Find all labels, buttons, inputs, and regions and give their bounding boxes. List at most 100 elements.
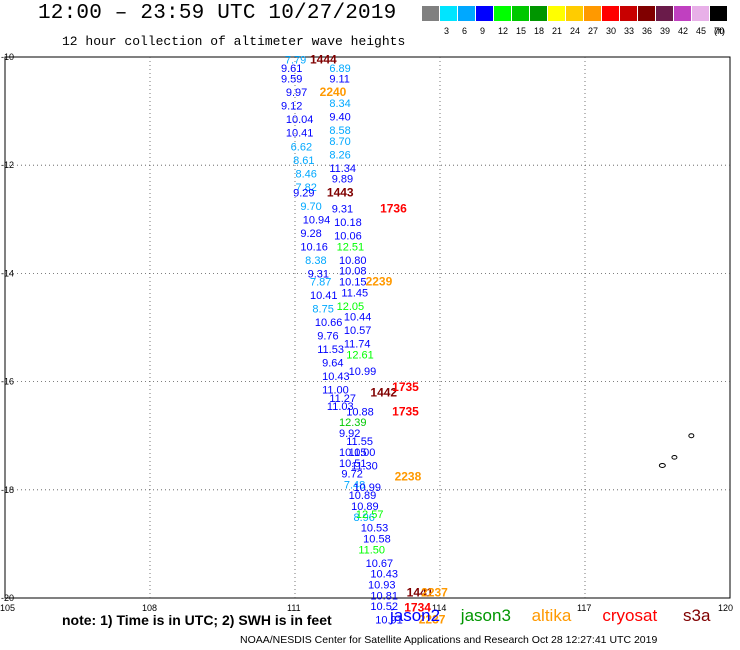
satellite-label-cryosat: cryosat (602, 606, 658, 625)
legend-swatch (512, 6, 529, 21)
lon-tick-label: 105 (0, 603, 15, 613)
pass-time-label: 1735 (392, 404, 419, 418)
legend-swatch (548, 6, 565, 21)
wave-height-label: 8.70 (329, 136, 350, 148)
wave-height-label: 9.29 (293, 187, 314, 199)
wave-height-label: 9.11 (329, 74, 350, 86)
wave-height-label: 11.45 (341, 287, 368, 299)
legend-label: 36 (642, 26, 653, 36)
wave-height-label: 10.43 (322, 371, 350, 383)
pass-time-label: 1441 (407, 586, 434, 600)
legend-label: 42 (678, 26, 689, 36)
lat-tick-label: -14 (1, 268, 14, 278)
wave-height-label: 10.88 (346, 406, 374, 418)
wave-height-label: 8.26 (329, 149, 350, 161)
wave-height-label: 10.05 (339, 447, 367, 459)
legend-label: 3 (444, 26, 450, 36)
wave-height-label: 11.74 (344, 339, 371, 351)
pass-time-label: 2238 (395, 469, 422, 483)
wave-height-label: 10.66 (315, 317, 343, 329)
wave-height-label: 10.16 (300, 241, 328, 253)
island-shape (688, 433, 695, 439)
pass-time-label: 1443 (327, 185, 354, 199)
wave-height-label: 9.64 (322, 358, 343, 370)
lon-tick-label: 120 (718, 603, 733, 613)
legend-swatch (476, 6, 493, 21)
wave-height-label: 7.82 (296, 182, 317, 194)
legend-label: 27 (588, 26, 599, 36)
wave-height-label: 10.89 (351, 501, 379, 513)
pass-time-label: 2240 (320, 85, 347, 99)
pass-time-label: 1736 (380, 201, 407, 215)
wave-height-label: 9.89 (332, 174, 353, 186)
lat-lon-grid (4, 56, 731, 599)
island-shape (671, 455, 678, 460)
wave-height-label: 7.48 (344, 479, 365, 491)
wave-height-label: 11.53 (317, 344, 344, 356)
lon-tick-label: 108 (142, 603, 157, 613)
lat-tick-label: -10 (1, 52, 14, 62)
satellite-label-s3a: s3a (683, 606, 711, 625)
map-title: 12:00 – 23:59 UTC 10/27/2019 (38, 2, 397, 25)
legend-label: 33 (624, 26, 635, 36)
pass-time-label: 2239 (366, 275, 393, 289)
wave-height-label: 8.96 (354, 512, 375, 524)
wave-height-label: 10.04 (286, 114, 314, 126)
wave-height-label: 10.41 (286, 128, 314, 140)
legend-label: 70 (714, 26, 725, 36)
legend-swatch (530, 6, 547, 21)
wave-height-label: 11.55 (346, 436, 373, 448)
legend-swatch (494, 6, 511, 21)
wave-height-label: 9.31 (308, 268, 329, 280)
wave-height-label: 9.31 (332, 203, 353, 215)
wave-height-label: 12.61 (346, 350, 374, 362)
wave-height-label: 7.87 (310, 277, 331, 289)
wave-height-label: 10.53 (361, 523, 389, 535)
wave-height-label: 8.75 (312, 304, 333, 316)
wave-height-label: 10.94 (303, 214, 331, 226)
credit-line: NOAA/NESDIS Center for Satellite Applica… (240, 634, 658, 646)
wave-height-label: 9.59 (281, 74, 302, 86)
island-shape (658, 462, 666, 468)
wave-height-label: 10.08 (339, 266, 367, 278)
satellite-label-jason3: jason3 (460, 606, 511, 625)
legend-label: 21 (552, 26, 563, 36)
wave-height-label: 9.76 (317, 331, 338, 343)
wave-height-label: 10.52 (370, 601, 398, 613)
pass-time-label: 2237 (419, 613, 446, 627)
wave-height-label: 9.28 (300, 228, 321, 240)
wave-height-label: 12.57 (356, 509, 384, 521)
wave-height-label: 9.92 (339, 428, 360, 440)
wave-height-label: 11.50 (358, 544, 385, 556)
lat-tick-label: -16 (1, 377, 14, 387)
wave-height-label: 10.81 (370, 590, 398, 602)
pass-time-label: 1442 (370, 385, 397, 399)
legend-swatch (638, 6, 655, 21)
legend-swatch (584, 6, 601, 21)
wave-height-label: 8.34 (329, 98, 350, 110)
satellite-label-altika: altika (531, 606, 572, 625)
wave-height-label: 10.44 (344, 312, 372, 324)
observation-labels: 7.79 1444 9.61 6.89 9.59 9.11 9.97 2240 9.12 8.34… (281, 53, 448, 627)
legend-label: 39 (660, 26, 671, 36)
lat-tick-label: -18 (1, 485, 14, 495)
wave-height-label: 10.41 (310, 290, 338, 302)
legend-swatch (602, 6, 619, 21)
wave-height-label: 11.34 (329, 163, 356, 175)
legend-label: 45 (696, 26, 707, 36)
legend-swatch (620, 6, 637, 21)
wave-height-label: 10.18 (334, 217, 362, 229)
islands (658, 433, 695, 468)
wave-height-label: 9.72 (341, 469, 362, 481)
legend-label: 24 (570, 26, 581, 36)
wave-height-label: 7.79 (285, 55, 306, 67)
legend-swatch (710, 6, 727, 21)
lon-tick-label: 117 (577, 603, 591, 613)
wave-height-label: 9.61 (281, 63, 302, 75)
legend-swatch (656, 6, 673, 21)
wave-height-label: 11.03 (327, 401, 354, 413)
wave-height-label: 10.99 (354, 482, 382, 494)
wave-height-label: 9.70 (300, 201, 321, 213)
legend-label: 30 (606, 26, 617, 36)
lon-tick-label: 111 (287, 603, 301, 613)
